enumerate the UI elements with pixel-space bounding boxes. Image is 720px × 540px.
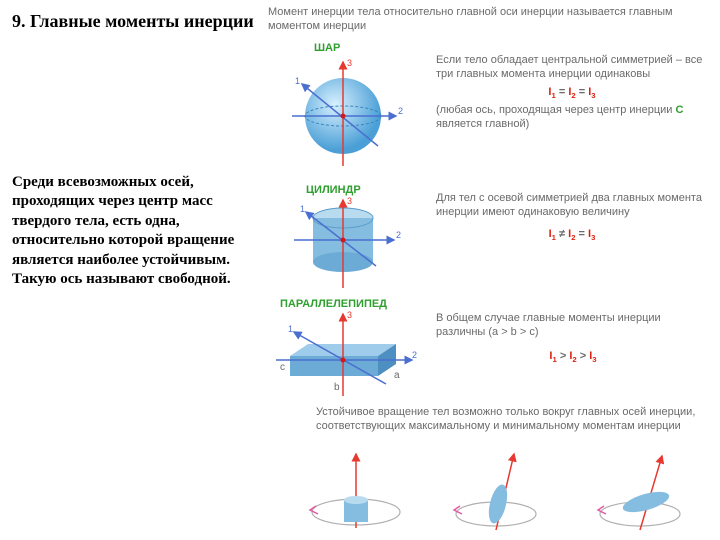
bottom-text: Устойчивое вращение тел возможно только … (316, 406, 712, 434)
cylinder-text: Для тел с осевой симметрией два главных … (436, 192, 708, 242)
svg-text:c: c (280, 362, 285, 373)
parallelepiped-diagram: 3 2 1 b a c (268, 308, 418, 400)
svg-text:3: 3 (347, 196, 352, 206)
parallelepiped-text: В общем случае главные моменты инерции р… (436, 312, 710, 364)
svg-text:1: 1 (300, 204, 305, 214)
svg-text:3: 3 (347, 310, 352, 320)
svg-text:a: a (394, 370, 400, 381)
left-paragraph: Среди всевозможных осей, проходящих чере… (12, 173, 260, 290)
sphere-diagram: 3 2 1 (278, 54, 408, 174)
slide-title: 9. Главные моменты инерции (12, 10, 260, 33)
sphere-text: Если тело обладает центральной симметрие… (436, 54, 708, 132)
svg-text:1: 1 (288, 324, 293, 334)
svg-text:2: 2 (396, 230, 401, 240)
svg-text:1: 1 (295, 76, 300, 86)
svg-text:3: 3 (347, 58, 352, 68)
cylinder-diagram: 3 2 1 (278, 196, 408, 294)
svg-text:2: 2 (398, 106, 403, 116)
spin-diagrams (296, 448, 704, 534)
intro-text: Момент инерции тела относительно главной… (268, 6, 702, 34)
svg-text:2: 2 (412, 350, 417, 360)
svg-text:b: b (334, 382, 340, 393)
